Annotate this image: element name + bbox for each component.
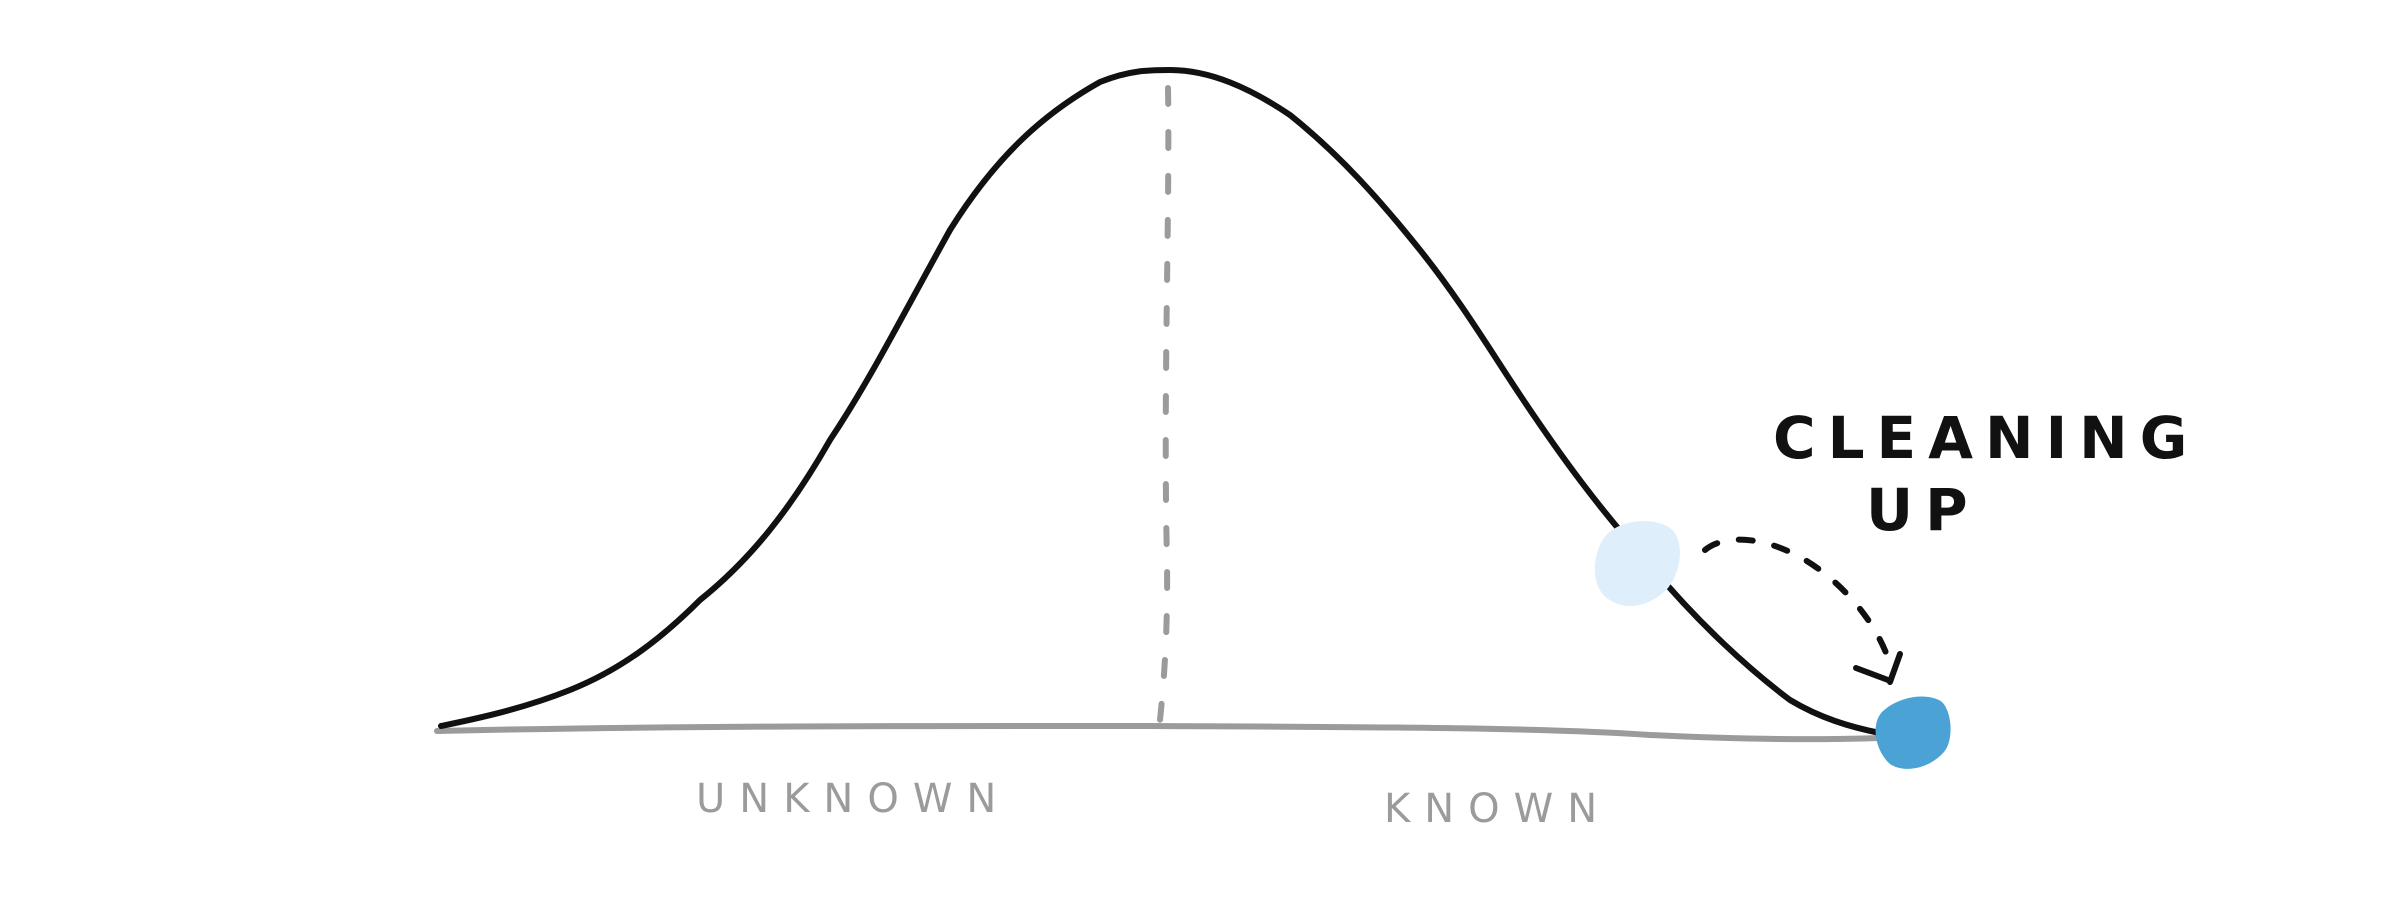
arrow-head-icon: [1853, 651, 1903, 685]
ghost-position-dot: [1594, 521, 1680, 607]
cleaning-up-arrow: [1702, 536, 1895, 675]
baseline-axis: [434, 722, 1883, 743]
known-label: KNOWN: [1384, 786, 1611, 832]
bell-curve: [438, 67, 1883, 736]
annotation-up: UP: [1866, 476, 1980, 544]
annotation-cleaning: CLEANING: [1773, 404, 2199, 472]
center-dashed-line: [1157, 85, 1172, 723]
active-position-dot: [1875, 696, 1951, 769]
unknown-label: UNKNOWN: [696, 776, 1010, 822]
